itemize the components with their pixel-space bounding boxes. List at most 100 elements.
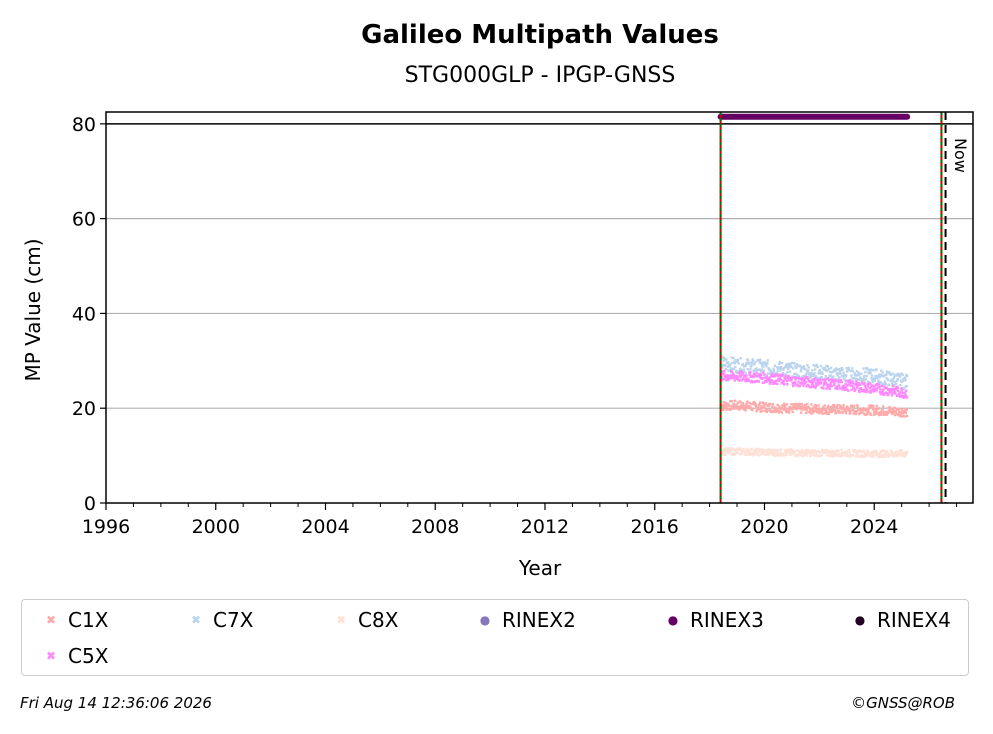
data-point <box>820 381 823 384</box>
data-point <box>760 405 763 408</box>
data-point <box>733 379 737 382</box>
data-point <box>817 372 820 375</box>
legend: ✖ C1X ✖ C7X ✖ C8X ● RINEX2 ● RINEX3 ● RINEX4 ✖ C5X <box>21 599 969 676</box>
data-point <box>730 447 733 451</box>
data-point <box>749 405 752 409</box>
data-point <box>770 374 773 377</box>
data-point <box>816 378 819 382</box>
data-point <box>767 372 770 375</box>
data-point <box>851 405 855 408</box>
data-point <box>778 405 781 408</box>
data-point <box>862 367 865 370</box>
data-point <box>744 364 748 367</box>
y-axis-label: MP Value (cm) <box>21 238 45 381</box>
data-point <box>845 409 848 412</box>
data-point <box>861 455 865 458</box>
y-tick-label: 20 <box>72 398 96 420</box>
data-point <box>863 379 866 382</box>
data-point <box>722 356 726 360</box>
data-point <box>811 384 815 387</box>
data-point <box>763 361 767 364</box>
data-point <box>846 406 849 409</box>
data-point <box>885 413 889 416</box>
data-point <box>800 448 804 452</box>
data-point <box>859 383 862 386</box>
data-point <box>901 373 904 377</box>
data-point <box>825 383 829 387</box>
data-point <box>857 381 860 385</box>
data-point <box>827 404 830 408</box>
data-point <box>832 383 836 387</box>
legend-marker-icon: ✖ <box>335 613 347 627</box>
data-point <box>865 388 869 391</box>
data-point <box>799 453 803 457</box>
data-point <box>758 403 761 406</box>
data-point <box>811 378 814 381</box>
data-point <box>870 374 874 377</box>
data-point <box>728 365 731 368</box>
data-point <box>767 404 770 408</box>
data-point <box>867 409 870 412</box>
data-point <box>805 407 809 411</box>
data-point <box>751 452 755 456</box>
data-point <box>725 408 728 411</box>
data-point <box>749 370 752 374</box>
data-point <box>807 451 810 455</box>
data-point <box>817 376 821 380</box>
data-point <box>873 451 877 454</box>
data-point <box>724 375 728 379</box>
data-point <box>885 386 888 390</box>
data-point <box>903 376 907 379</box>
data-point <box>775 382 779 385</box>
data-point <box>787 375 790 378</box>
data-point <box>901 415 905 418</box>
data-point <box>823 404 826 407</box>
data-point <box>832 409 835 412</box>
data-point <box>739 370 743 373</box>
data-point <box>731 405 735 408</box>
data-point <box>796 364 800 368</box>
data-point <box>868 368 871 372</box>
data-point <box>897 392 901 396</box>
data-point <box>791 410 794 414</box>
data-point <box>729 399 733 403</box>
data-point <box>806 402 809 406</box>
data-point <box>872 413 875 416</box>
data-point <box>730 453 734 456</box>
data-point <box>872 369 875 372</box>
data-point <box>762 369 765 372</box>
data-point <box>896 386 900 390</box>
data-point <box>829 453 832 456</box>
data-point <box>863 384 867 387</box>
data-point <box>742 368 745 371</box>
data-point <box>898 375 902 378</box>
data-point <box>739 400 742 404</box>
data-point <box>853 389 856 393</box>
data-point <box>744 409 747 412</box>
data-point <box>773 408 777 411</box>
data-point <box>798 377 801 380</box>
data-point <box>881 393 884 396</box>
data-point <box>802 375 805 378</box>
data-point <box>838 404 842 407</box>
data-point <box>880 450 883 453</box>
data-point <box>807 377 810 381</box>
data-point <box>722 408 725 411</box>
data-point <box>744 372 747 375</box>
data-point <box>721 370 724 373</box>
data-point <box>816 408 820 412</box>
data-point <box>854 383 858 387</box>
data-point <box>820 448 824 452</box>
data-point <box>900 415 903 418</box>
data-point <box>885 452 888 455</box>
data-point <box>813 405 816 408</box>
data-point <box>904 394 908 397</box>
data-point <box>810 379 814 382</box>
data-point <box>735 403 738 407</box>
data-point <box>845 379 848 383</box>
data-point <box>726 361 730 364</box>
now-annotation: Now <box>951 138 970 173</box>
data-point <box>745 403 749 406</box>
data-point <box>793 451 797 454</box>
data-point <box>818 451 822 454</box>
